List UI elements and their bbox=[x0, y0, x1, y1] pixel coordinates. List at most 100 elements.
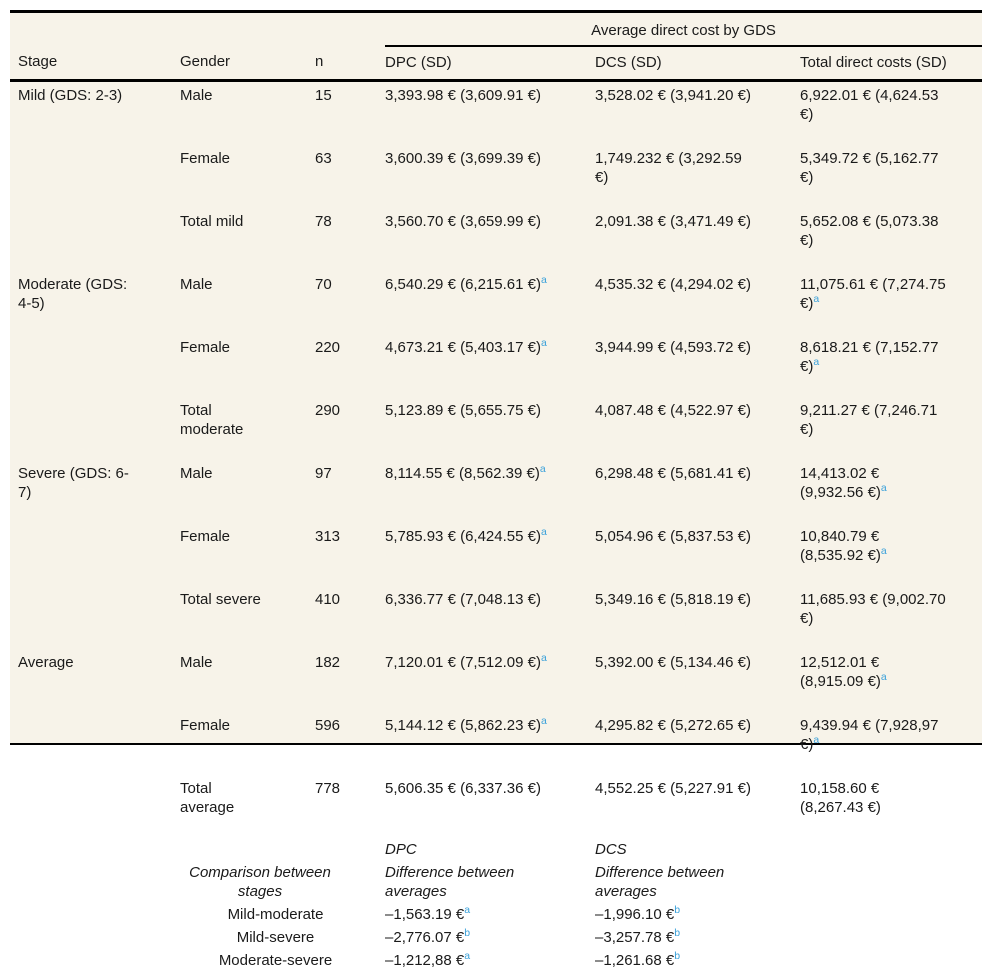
comparison-row: Mild-severe –2,776.07 €b –3,257.78 €b bbox=[10, 926, 982, 949]
cell-stage bbox=[10, 712, 180, 775]
comparison-dcs-sublabel: Difference between averages bbox=[595, 861, 800, 903]
total-value: 6,922.01 € (4,624.53 €) bbox=[800, 87, 938, 123]
comparison-dpc-value: –1,212,88 €a bbox=[385, 949, 595, 972]
cell-dcs: 4,295.82 € (5,272.65 €) bbox=[595, 712, 800, 775]
footnote-marker: a bbox=[813, 293, 819, 305]
cell-empty bbox=[800, 861, 982, 903]
cell-dcs: 1,749.232 € (3,292.59 €) bbox=[595, 145, 800, 208]
cell-dcs: 4,087.48 € (4,522.97 €) bbox=[595, 397, 800, 460]
table-row: Female 220 4,673.21 € (5,403.17 €)a 3,94… bbox=[10, 334, 982, 397]
cell-dpc: 8,114.55 € (8,562.39 €)a bbox=[385, 460, 595, 523]
footnote-marker: a bbox=[881, 671, 887, 683]
table-row: Total moderate 290 5,123.89 € (5,655.75 … bbox=[10, 397, 982, 460]
total-value: 9,439.94 € (7,928,97 €) bbox=[800, 717, 938, 753]
footnote-marker: a bbox=[881, 545, 887, 557]
cell-n: 596 bbox=[315, 712, 385, 775]
comparison-dcs-value: –1,261.68 €b bbox=[595, 949, 800, 972]
cell-n: 70 bbox=[315, 271, 385, 334]
cell-stage: Severe (GDS: 6-7) bbox=[10, 460, 180, 523]
total-value: 5,652.08 € (5,073.38 €) bbox=[800, 213, 938, 249]
footnote-marker: a bbox=[541, 274, 547, 286]
total-value: 12,512.01 € (8,915.09 €) bbox=[800, 654, 881, 690]
cell-dcs: 6,298.48 € (5,681.41 €) bbox=[595, 460, 800, 523]
cell-dpc: 3,560.70 € (3,659.99 €) bbox=[385, 208, 595, 271]
footnote-marker: a bbox=[541, 337, 547, 349]
table-row: Total severe 410 6,336.77 € (7,048.13 €)… bbox=[10, 586, 982, 649]
cell-stage: Average bbox=[10, 649, 180, 712]
cell-stage bbox=[10, 586, 180, 649]
cell-empty bbox=[10, 903, 180, 926]
spanner-row: Average direct cost by GDS bbox=[10, 13, 982, 46]
cell-dpc: 5,785.93 € (6,424.55 €)a bbox=[385, 523, 595, 586]
total-value: 8,618.21 € (7,152.77 €) bbox=[800, 339, 938, 375]
cell-dcs: 5,054.96 € (5,837.53 €) bbox=[595, 523, 800, 586]
dpc-value: 8,114.55 € (8,562.39 €) bbox=[385, 465, 540, 482]
footnote-marker: b bbox=[674, 904, 680, 916]
cell-stage bbox=[10, 334, 180, 397]
cell-total: 5,652.08 € (5,073.38 €) bbox=[800, 208, 982, 271]
table-body: Mild (GDS: 2-3) Male 15 3,393.98 € (3,60… bbox=[10, 81, 982, 972]
table-row: Average Male 182 7,120.01 € (7,512.09 €)… bbox=[10, 649, 982, 712]
dpc-value: 3,560.70 € (3,659.99 €) bbox=[385, 213, 541, 230]
cell-total: 9,211.27 € (7,246.71 €) bbox=[800, 397, 982, 460]
footnote-marker: a bbox=[540, 463, 546, 475]
cell-dpc: 5,606.35 € (6,337.36 €) bbox=[385, 775, 595, 838]
comparison-dpc-value: –2,776.07 €b bbox=[385, 926, 595, 949]
cell-total: 11,075.61 € (7,274.75 €)a bbox=[800, 271, 982, 334]
dpc-diff-value: –1,563.19 € bbox=[385, 906, 464, 923]
cell-n: 220 bbox=[315, 334, 385, 397]
comparison-dpc-header: DPC bbox=[385, 838, 595, 861]
cell-dpc: 7,120.01 € (7,512.09 €)a bbox=[385, 649, 595, 712]
footnote-marker: a bbox=[813, 356, 819, 368]
comparison-pair-label: Mild-severe bbox=[180, 926, 385, 949]
cell-stage bbox=[10, 145, 180, 208]
cell-gender: Total severe bbox=[180, 586, 315, 649]
cell-stage: Mild (GDS: 2-3) bbox=[10, 81, 180, 146]
dpc-value: 3,393.98 € (3,609.91 €) bbox=[385, 87, 541, 104]
dpc-value: 5,785.93 € (6,424.55 €) bbox=[385, 528, 541, 545]
cell-total: 9,439.94 € (7,928,97 €)a bbox=[800, 712, 982, 775]
cell-dpc: 3,393.98 € (3,609.91 €) bbox=[385, 81, 595, 146]
footnote-marker: a bbox=[813, 734, 819, 746]
comparison-dpc-sublabel: Difference between averages bbox=[385, 861, 595, 903]
comparison-dcs-header: DCS bbox=[595, 838, 800, 861]
footnote-marker: a bbox=[464, 904, 470, 916]
cost-table-panel: Average direct cost by GDS Stage Gender … bbox=[10, 10, 982, 745]
cell-total: 14,413.02 € (9,932.56 €)a bbox=[800, 460, 982, 523]
cell-gender: Male bbox=[180, 460, 315, 523]
cell-gender: Total average bbox=[180, 775, 315, 838]
table-row: Total average 778 5,606.35 € (6,337.36 €… bbox=[10, 775, 982, 838]
cell-dcs: 4,552.25 € (5,227.91 €) bbox=[595, 775, 800, 838]
cell-n: 313 bbox=[315, 523, 385, 586]
cell-total: 8,618.21 € (7,152.77 €)a bbox=[800, 334, 982, 397]
column-header-row: Stage Gender n DPC (SD) DCS (SD) Total d… bbox=[10, 46, 982, 81]
cell-n: 97 bbox=[315, 460, 385, 523]
cell-total: 6,922.01 € (4,624.53 €) bbox=[800, 81, 982, 146]
comparison-dpc-value: –1,563.19 €a bbox=[385, 903, 595, 926]
footnote-marker: b bbox=[674, 927, 680, 939]
footnote-marker: a bbox=[541, 715, 547, 727]
cell-dpc: 3,600.39 € (3,699.39 €) bbox=[385, 145, 595, 208]
dpc-value: 3,600.39 € (3,699.39 €) bbox=[385, 150, 541, 167]
cell-n: 63 bbox=[315, 145, 385, 208]
comparison-pair-label: Moderate-severe bbox=[180, 949, 385, 972]
cell-total: 10,158.60 € (8,267.43 €) bbox=[800, 775, 982, 838]
footnote-marker: a bbox=[541, 652, 547, 664]
cell-n: 78 bbox=[315, 208, 385, 271]
cell-stage bbox=[10, 208, 180, 271]
cell-stage: Moderate (GDS: 4-5) bbox=[10, 271, 180, 334]
footnote-marker: a bbox=[881, 482, 887, 494]
comparison-dcs-value: –3,257.78 €b bbox=[595, 926, 800, 949]
cell-n: 290 bbox=[315, 397, 385, 460]
col-header-dcs: DCS (SD) bbox=[595, 46, 800, 81]
cell-n: 182 bbox=[315, 649, 385, 712]
col-header-gender: Gender bbox=[180, 46, 315, 81]
cell-dcs: 5,392.00 € (5,134.46 €) bbox=[595, 649, 800, 712]
cell-dpc: 5,123.89 € (5,655.75 €) bbox=[385, 397, 595, 460]
col-header-dpc: DPC (SD) bbox=[385, 46, 595, 81]
table-row: Moderate (GDS: 4-5) Male 70 6,540.29 € (… bbox=[10, 271, 982, 334]
table-row: Female 596 5,144.12 € (5,862.23 €)a 4,29… bbox=[10, 712, 982, 775]
footnote-marker: b bbox=[464, 927, 470, 939]
cell-gender: Female bbox=[180, 523, 315, 586]
cell-stage bbox=[10, 523, 180, 586]
